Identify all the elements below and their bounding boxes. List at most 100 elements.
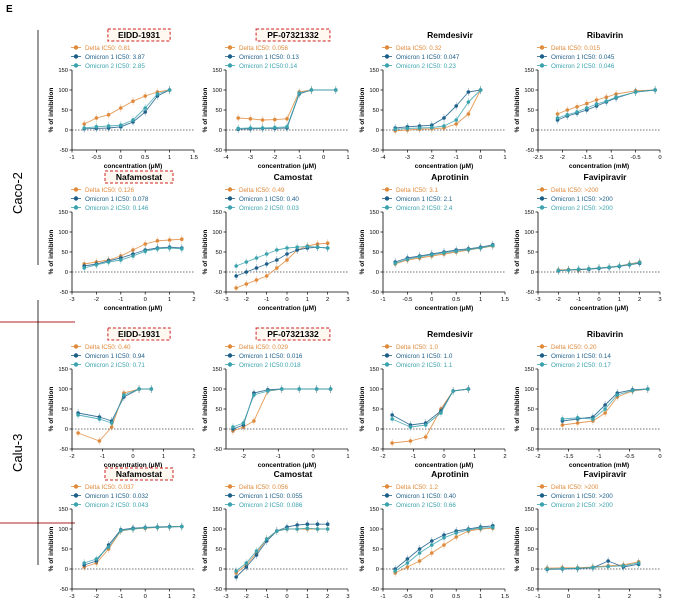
fit-curve — [391, 388, 469, 428]
data-point — [244, 282, 249, 286]
data-point — [234, 274, 238, 278]
fit-curve — [236, 246, 328, 277]
x-tick-label: 1.5 — [501, 297, 509, 303]
y-tick-label: 0 — [219, 128, 222, 134]
y-tick-label: -50 — [371, 587, 379, 593]
chart-title: EIDD-1931 — [118, 30, 160, 40]
x-tick-label: 1 — [346, 155, 349, 161]
data-point — [234, 575, 238, 579]
y-tick-label: 0 — [531, 128, 534, 134]
data-point — [325, 246, 330, 250]
chart-title: Aprotinin — [431, 469, 469, 479]
x-tick-label: -1 — [297, 155, 302, 161]
x-tick-label: 1 — [346, 454, 349, 460]
data-point — [627, 262, 632, 267]
legend-entry: Delta IC50: 0.40 — [85, 344, 131, 351]
data-point — [254, 549, 259, 553]
data-point — [575, 105, 579, 109]
y-axis-label: % of inhibition — [359, 527, 366, 572]
y-tick-label: 50 — [528, 250, 534, 256]
x-tick-label: 2 — [192, 297, 195, 303]
x-tick-label: 1 — [473, 454, 476, 460]
data-point — [587, 267, 591, 271]
legend-entry: Omicron 1 IC50: 0.13 — [239, 54, 299, 61]
legend-entry: Omicron 2 IC50: 0.71 — [85, 362, 145, 369]
data-point — [94, 263, 99, 267]
x-tick-label: -1 — [118, 297, 123, 303]
x-tick-label: -1 — [118, 594, 123, 600]
legend-entry: Omicron 1 IC50: 0.14 — [551, 353, 611, 360]
y-tick-label: 150 — [212, 68, 222, 74]
x-tick-label: -1 — [535, 594, 540, 600]
data-point — [334, 88, 338, 92]
title-highlight-box — [107, 327, 171, 341]
data-point — [248, 126, 253, 130]
x-tick-label: -2 — [94, 297, 99, 303]
x-tick-label: 0 — [442, 454, 445, 460]
data-point — [273, 117, 277, 122]
fit-curve — [236, 245, 328, 267]
y-tick-label: 150 — [58, 68, 68, 74]
data-point — [442, 536, 446, 540]
fit-curve — [235, 528, 328, 574]
legend-entry: Delta IC50: 1.0 — [396, 344, 439, 351]
data-point — [417, 254, 422, 259]
x-tick-label: -1 — [264, 594, 269, 600]
x-tick-label: -2 — [556, 297, 561, 303]
x-tick-label: -1 — [264, 297, 269, 303]
data-point — [264, 252, 269, 256]
y-tick-label: 150 — [524, 210, 534, 216]
x-tick-label: 0 — [312, 454, 315, 460]
x-tick-label: -2 — [535, 454, 540, 460]
y-tick-label: 0 — [376, 567, 379, 573]
data-point — [149, 387, 154, 391]
y-axis-label: % of inhibition — [359, 387, 366, 432]
title-highlight-box — [255, 327, 331, 341]
y-tick-label: 150 — [524, 68, 534, 74]
title-highlight-box — [255, 28, 331, 42]
data-point — [234, 286, 238, 290]
data-point — [575, 110, 579, 114]
x-tick-label: 0 — [597, 297, 600, 303]
data-point — [442, 124, 446, 128]
x-tick-label: 0.5 — [141, 155, 149, 161]
x-tick-label: -2 — [244, 594, 249, 600]
x-tick-label: -4 — [380, 155, 386, 161]
data-point — [143, 242, 147, 246]
legend-entry: Delta IC50: 0.015 — [551, 45, 601, 52]
legend-entry: Omicron 1 IC50: 0.045 — [551, 54, 615, 61]
data-point — [603, 407, 607, 411]
y-tick-label: 150 — [524, 367, 534, 373]
data-point — [275, 248, 279, 252]
data-point — [180, 524, 184, 529]
data-point — [466, 247, 471, 252]
y-tick-label: 100 — [524, 387, 534, 393]
y-tick-label: 0 — [219, 270, 222, 276]
data-point — [417, 126, 422, 130]
chart-title: Ribavirin — [587, 329, 623, 339]
data-point — [285, 125, 289, 129]
fit-curve — [235, 527, 328, 572]
data-point — [314, 387, 319, 391]
data-point — [430, 543, 434, 547]
data-point — [606, 559, 610, 563]
data-point — [295, 245, 299, 249]
data-point — [454, 104, 459, 108]
x-axis-label: concentration (mM) — [569, 462, 629, 469]
y-tick-label: -50 — [526, 290, 534, 296]
data-point — [252, 393, 256, 397]
data-point — [653, 88, 657, 92]
fit-curve — [78, 388, 152, 424]
data-point — [545, 567, 549, 571]
x-tick-label: -2.5 — [533, 155, 543, 161]
x-tick-label: -2 — [69, 454, 74, 460]
x-tick-label: -2 — [380, 454, 385, 460]
x-tick-label: -3 — [405, 155, 410, 161]
legend-entry: Delta IC50: 0.056 — [239, 484, 289, 491]
legend-entry: Omicron 2 IC50: 0.17 — [551, 362, 611, 369]
data-point — [285, 117, 289, 121]
legend-entry: Delta IC50: 0.81 — [85, 45, 131, 52]
data-point — [617, 264, 622, 268]
x-axis-label: concentration (μM) — [415, 462, 474, 469]
legend-entry: Omicron 2 IC50: 0.146 — [85, 205, 149, 212]
